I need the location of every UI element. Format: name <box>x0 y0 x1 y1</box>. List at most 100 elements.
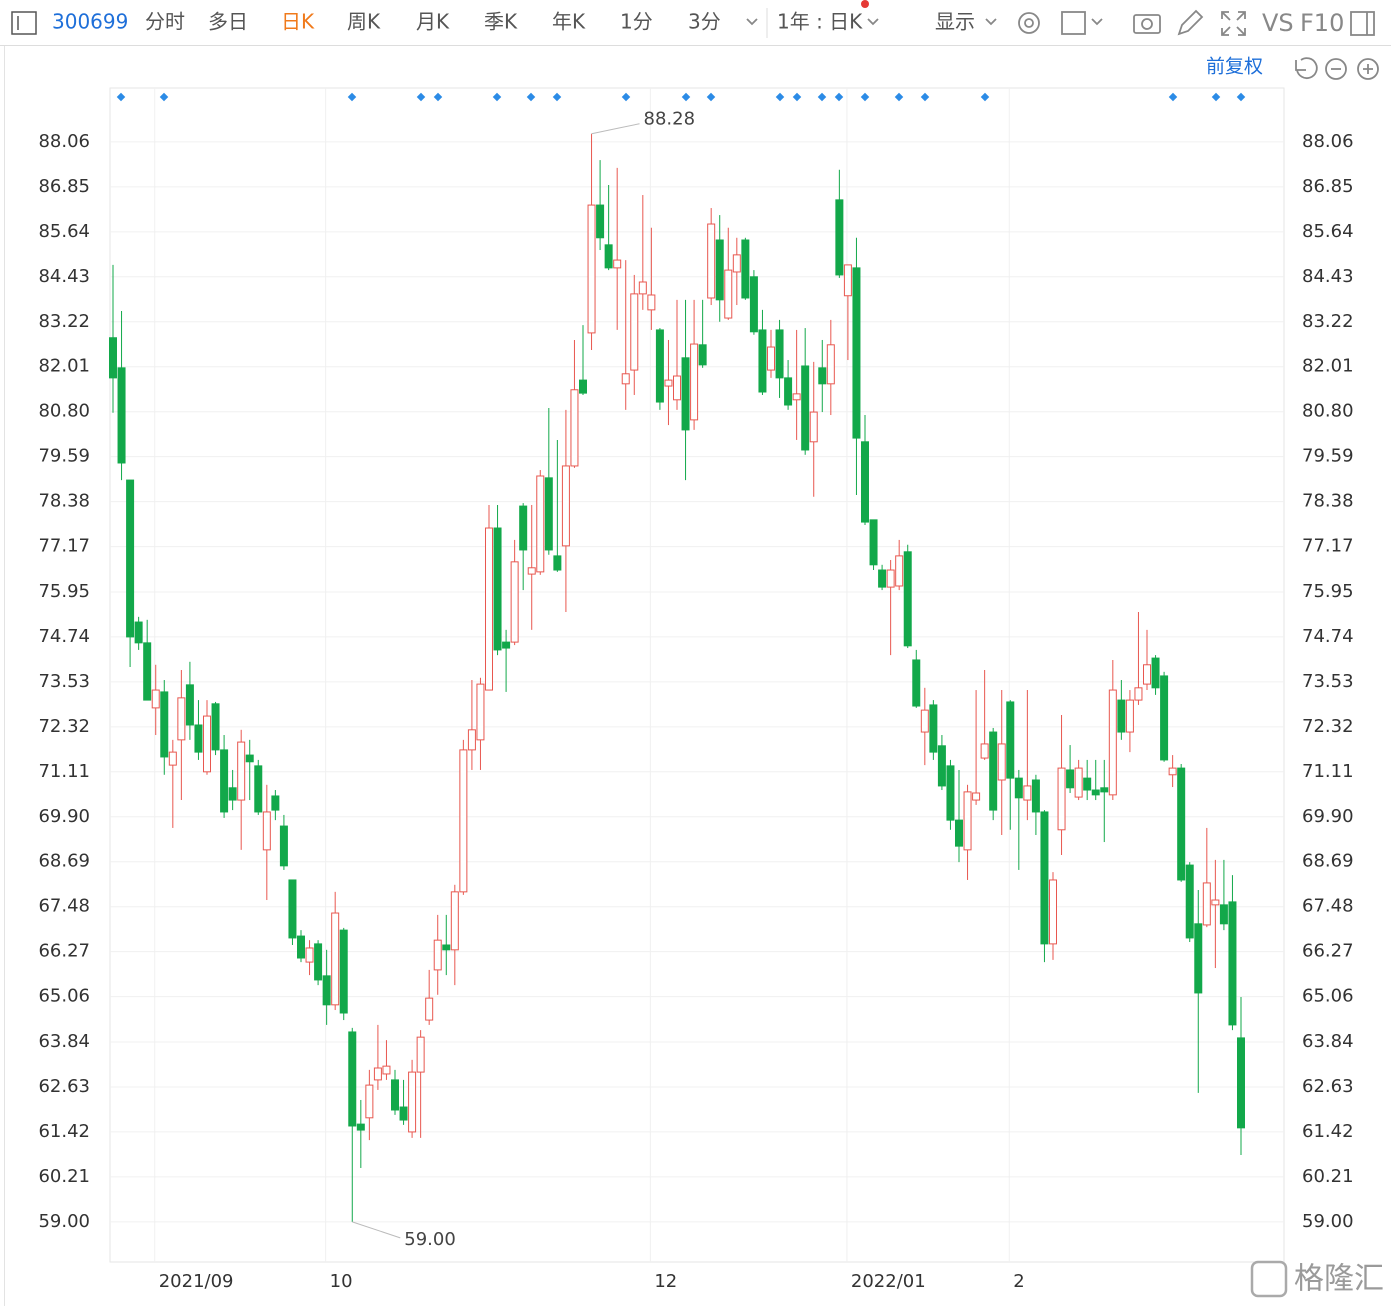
reset-icon[interactable] <box>1295 57 1318 79</box>
y-tick-label: 74.74 <box>38 626 90 647</box>
candle-body <box>1219 904 1228 925</box>
candle-body <box>177 697 186 741</box>
candle-body <box>1100 787 1109 793</box>
candle-body <box>262 811 271 851</box>
candle-body <box>997 743 1006 781</box>
period-tab[interactable]: 1分 <box>620 10 653 34</box>
candle-body <box>587 204 596 334</box>
period-tab[interactable]: 周K <box>347 10 381 34</box>
y-tick-label: 83.22 <box>38 311 90 332</box>
candle-body <box>690 343 699 421</box>
candle-body <box>493 527 502 651</box>
y2-tick-label: 86.85 <box>1302 176 1354 197</box>
layout-icon[interactable] <box>1061 11 1086 35</box>
adjust-button[interactable]: 前复权 <box>1206 56 1263 78</box>
period-tab[interactable]: 多日 <box>208 10 248 34</box>
zoom-in-icon[interactable] <box>1357 58 1379 80</box>
y2-tick-label: 69.90 <box>1302 806 1354 827</box>
menu-icon[interactable] <box>11 11 37 35</box>
candle-body <box>1014 777 1023 799</box>
candle-body <box>613 259 622 269</box>
candle-body <box>638 281 647 295</box>
candle-body <box>331 912 340 1006</box>
candle-body <box>314 943 323 981</box>
y2-tick-label: 66.27 <box>1302 941 1354 962</box>
candle-body <box>365 1084 374 1119</box>
candle-body <box>989 731 998 811</box>
y-tick-label: 85.64 <box>38 221 90 242</box>
y-tick-label: 61.42 <box>38 1121 90 1142</box>
period-tab[interactable]: 年K <box>552 10 586 34</box>
candle-body <box>527 567 536 575</box>
candle-body <box>203 715 211 773</box>
candle-body <box>937 745 946 787</box>
event-marker[interactable] <box>159 92 169 102</box>
candle-body <box>724 269 733 319</box>
candle-body <box>399 1106 408 1121</box>
candle-body <box>980 743 989 759</box>
candle-body <box>886 569 895 588</box>
candle-body <box>775 329 784 379</box>
f10-button[interactable]: F10 <box>1300 9 1344 37</box>
y-tick-label: 84.43 <box>38 266 90 287</box>
candle-body <box>878 569 887 588</box>
candle-body <box>861 441 869 523</box>
y-tick-label: 60.21 <box>38 1166 90 1187</box>
y-tick-label: 65.06 <box>38 986 90 1007</box>
display-menu[interactable]: 显示 <box>935 10 975 34</box>
plot-border <box>109 87 1285 1263</box>
candle-body <box>1168 767 1177 776</box>
candle-body <box>416 1036 425 1073</box>
period-tab[interactable]: 日K <box>281 10 315 34</box>
candle-body <box>826 344 835 385</box>
chevron[interactable] <box>746 18 758 26</box>
y2-tick-label: 65.06 <box>1302 986 1354 1007</box>
chevron[interactable] <box>1091 18 1103 26</box>
candle-body <box>801 365 810 451</box>
period-tab[interactable]: 月K <box>416 10 450 34</box>
y2-tick-label: 63.84 <box>1302 1031 1354 1052</box>
fullscreen-icon[interactable] <box>1221 11 1246 36</box>
candle-body <box>963 791 972 851</box>
vs-button[interactable]: VS <box>1262 9 1294 37</box>
period-tab[interactable]: 分时 <box>145 10 185 34</box>
candle-body <box>1237 1037 1245 1129</box>
candle-body <box>681 357 690 431</box>
panel-icon[interactable] <box>1350 11 1375 36</box>
y2-tick-label: 62.63 <box>1302 1076 1354 1097</box>
candle-body <box>1006 701 1015 779</box>
candle-body <box>382 1065 391 1075</box>
y2-tick-label: 72.32 <box>1302 716 1354 737</box>
event-marker[interactable] <box>433 92 443 102</box>
chevron[interactable] <box>985 18 997 26</box>
y-tick-label: 59.00 <box>38 1211 90 1232</box>
candle-body <box>151 689 160 709</box>
candle-body <box>1117 699 1126 733</box>
period-tab[interactable]: 3分 <box>688 10 721 34</box>
candle-body <box>852 267 861 439</box>
settings-icon[interactable] <box>1018 12 1040 34</box>
candle-body <box>476 683 485 741</box>
event-marker[interactable] <box>492 92 502 102</box>
stock-code[interactable]: 300699 <box>52 10 128 34</box>
candle-body <box>767 346 775 371</box>
camera-icon[interactable] <box>1133 14 1161 34</box>
event-marker[interactable] <box>347 92 357 102</box>
y2-tick-label: 83.22 <box>1302 311 1354 332</box>
candle-body <box>1134 687 1143 701</box>
candle-body <box>869 519 878 566</box>
range-select[interactable]: 1年 : 日K <box>777 10 863 34</box>
zoom-out-icon[interactable] <box>1325 58 1347 80</box>
candle-body <box>1125 699 1134 733</box>
event-marker[interactable] <box>416 92 426 102</box>
chevron[interactable] <box>867 18 879 26</box>
min-annotation: 59.00 <box>404 1229 456 1250</box>
event-marker[interactable] <box>116 92 126 102</box>
candle-body <box>1108 689 1117 796</box>
candle-body <box>920 709 929 733</box>
candle-body <box>467 729 476 751</box>
y2-tick-label: 60.21 <box>1302 1166 1354 1187</box>
candle-body <box>809 411 818 443</box>
period-tab[interactable]: 季K <box>484 10 518 34</box>
draw-icon[interactable] <box>1177 9 1204 36</box>
